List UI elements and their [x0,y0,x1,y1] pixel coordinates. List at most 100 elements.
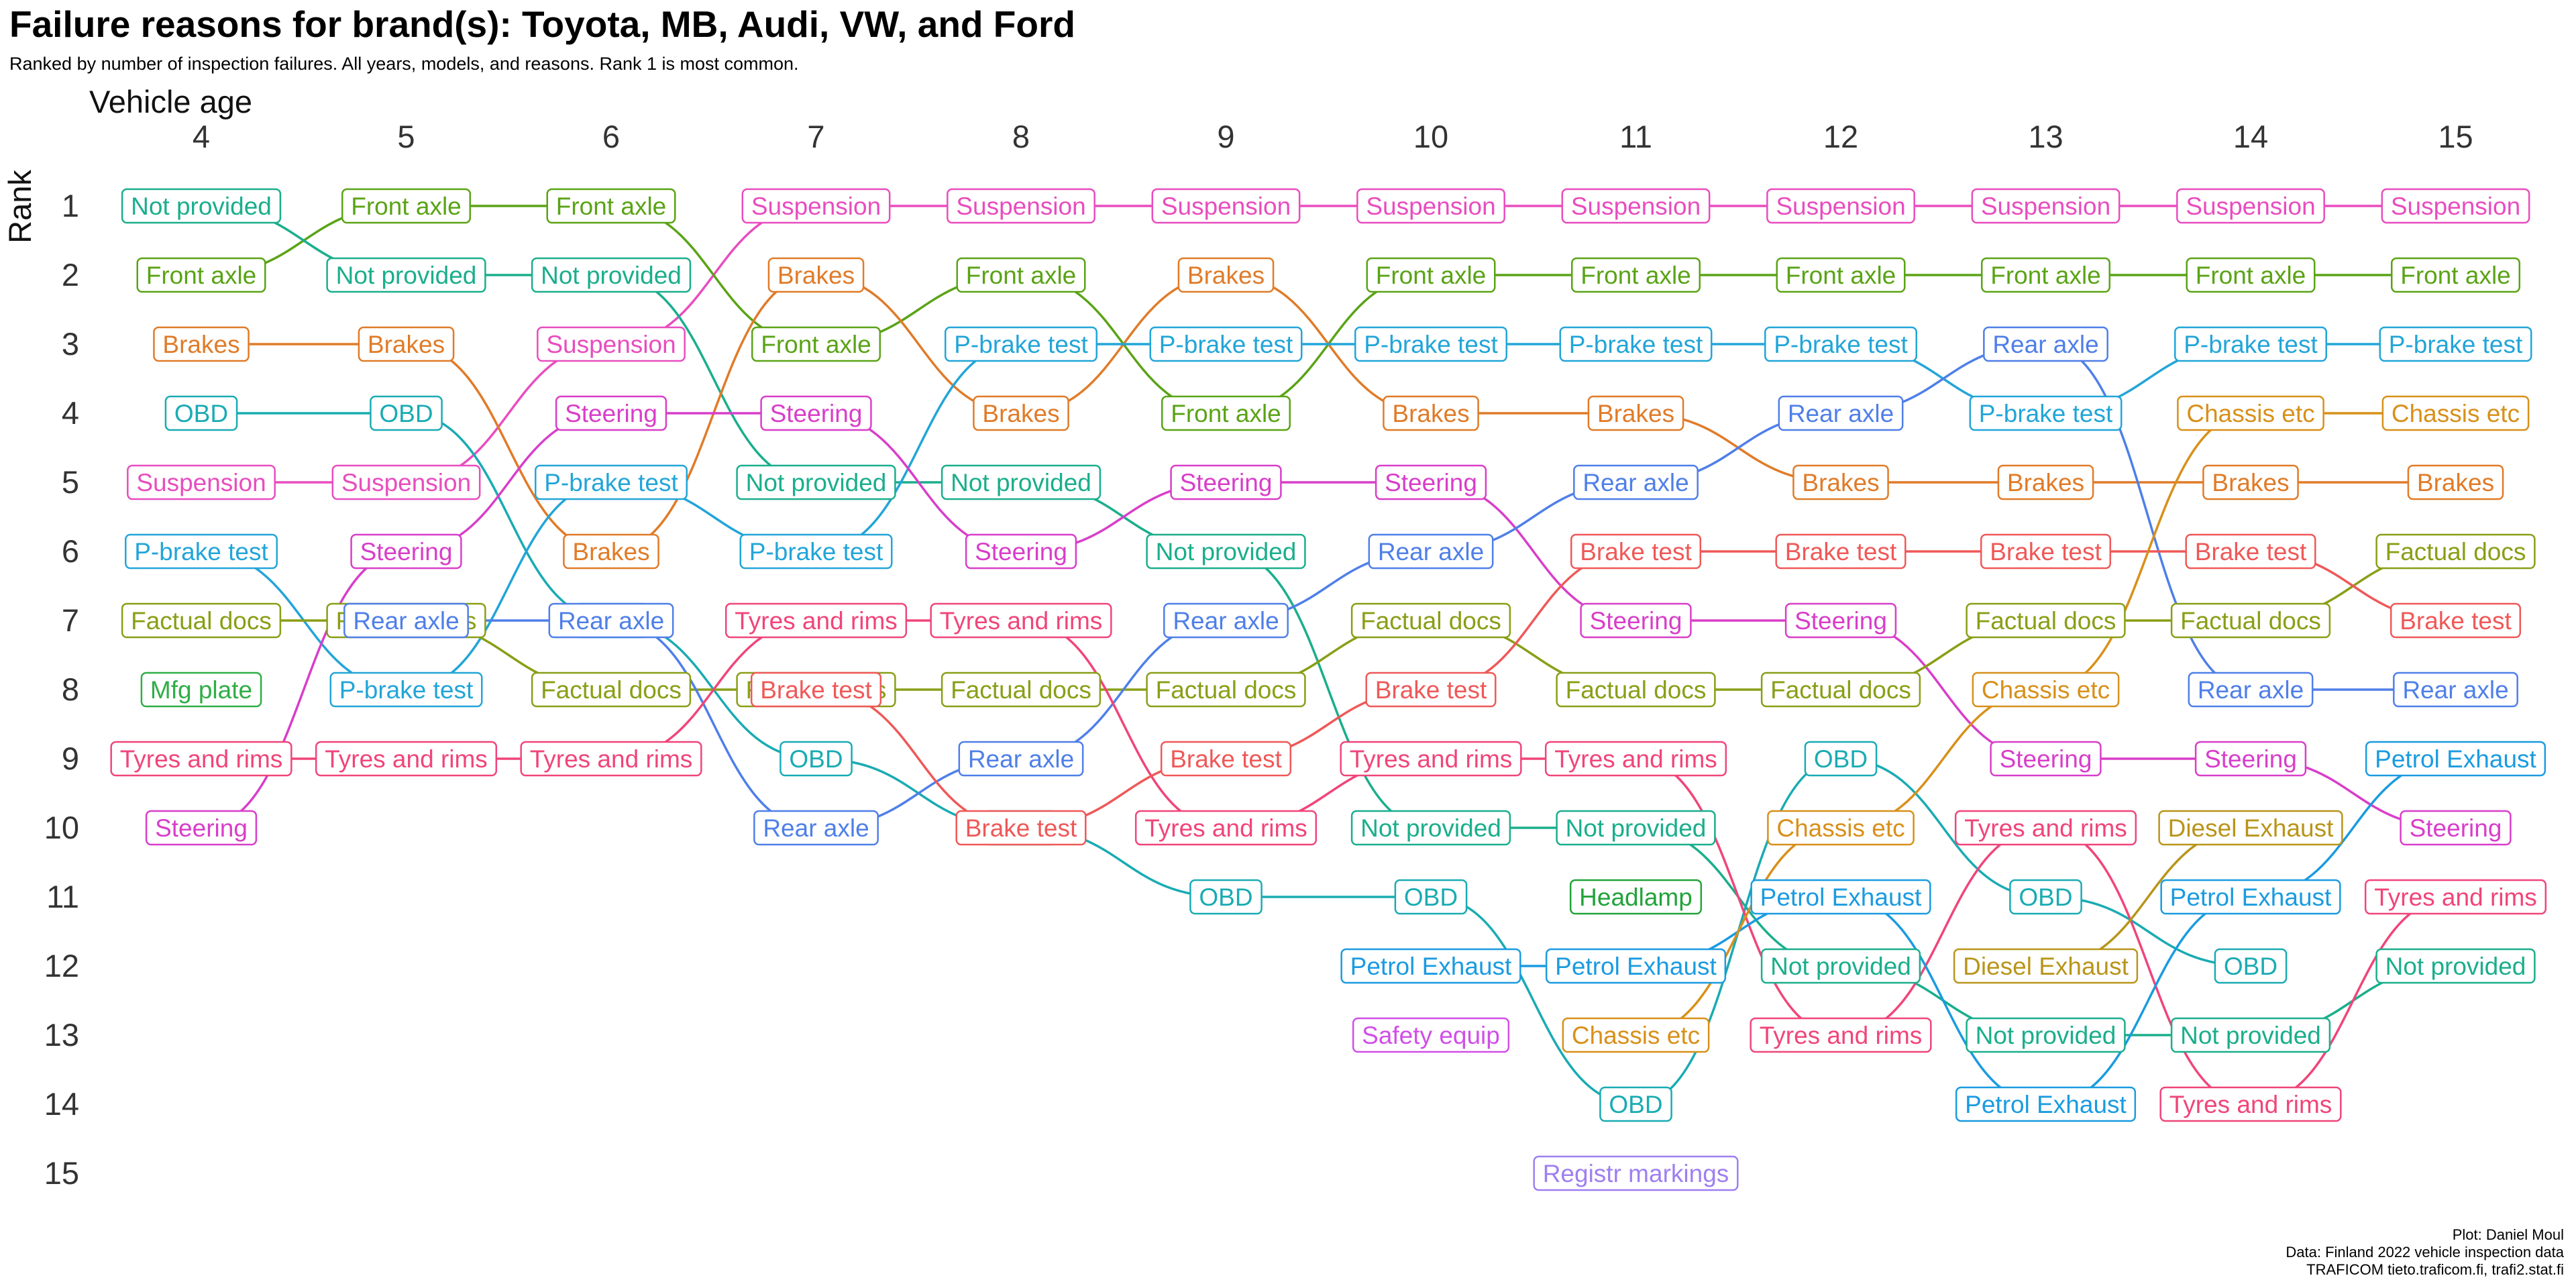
svg-text:OBD: OBD [379,400,433,427]
point-label: Tyres and rims [2159,1086,2342,1122]
x-tick-label: 4 [193,119,210,154]
point-label: P-brake test [329,672,483,708]
chart-subtitle: Ranked by number of inspection failures.… [9,54,799,74]
svg-text:Steering: Steering [770,400,863,427]
point-label: Brake test [1980,533,2112,570]
point-label: P-brake test [1764,326,1917,362]
svg-text:Brakes: Brakes [162,331,239,358]
point-label: Front axle [2390,257,2521,293]
svg-text:Tyres and rims: Tyres and rims [325,745,488,773]
point-label: Steering [965,533,1077,570]
svg-text:Mfg plate: Mfg plate [150,676,252,704]
svg-text:Diesel Exhaust: Diesel Exhaust [2168,814,2334,842]
svg-text:Brake test: Brake test [760,676,872,704]
point-label: Steering [760,395,872,431]
svg-text:Steering: Steering [155,814,248,842]
caption: Plot: Daniel Moul Data: Finland 2022 veh… [2286,1226,2564,1279]
point-label: Tyres and rims [1340,741,1522,777]
svg-text:Not provided: Not provided [1360,814,1501,842]
point-label: Not provided [531,257,692,293]
svg-text:Suspension: Suspension [1776,193,1905,220]
svg-text:Rear axle: Rear axle [1582,469,1688,496]
svg-text:Tyres and rims: Tyres and rims [1144,814,1307,842]
svg-text:Safety equip: Safety equip [1362,1022,1500,1049]
point-label: Brakes [767,257,865,293]
point-label: Rear axle [343,602,469,639]
point-label: Factual docs [121,602,282,639]
svg-text:Steering: Steering [2000,745,2092,773]
y-tick-label: 1 [62,188,79,223]
point-label: OBD [370,395,443,431]
svg-text:Front axle: Front axle [2196,262,2306,289]
svg-text:OBD: OBD [789,745,843,773]
svg-text:Brake test: Brake test [1170,745,1282,773]
svg-text:Steering: Steering [975,538,1067,566]
point-label: Tyres and rims [1954,810,2137,846]
point-label: Brakes [1997,464,2094,500]
point-label: Tyres and rims [930,602,1112,639]
point-label: OBD [1599,1086,1672,1122]
svg-text:Suspension: Suspension [1161,193,1291,220]
svg-text:Petrol Exhaust: Petrol Exhaust [1555,953,1717,980]
svg-text:Chassis etc: Chassis etc [2392,400,2520,427]
svg-text:Tyres and rims: Tyres and rims [1554,745,1717,773]
point-label: Factual docs [1556,672,1716,708]
y-tick-label: 8 [62,672,79,707]
point-label: Brakes [1383,395,1479,431]
svg-text:Factual docs: Factual docs [2385,538,2526,566]
chart-title: Failure reasons for brand(s): Toyota, MB… [9,3,1075,45]
svg-text:Rear axle: Rear axle [1173,607,1279,635]
point-label: Brakes [973,395,1069,431]
point-label: Suspension [741,188,891,224]
x-tick-label: 11 [1619,119,1652,154]
point-label: Front axle [751,326,881,362]
x-tick-label: 7 [807,119,824,154]
svg-text:Tyres and rims: Tyres and rims [2374,883,2537,911]
point-label: Front axle [1776,257,1906,293]
svg-text:Suspension: Suspension [546,331,676,358]
point-label: Steering [1170,464,1282,500]
point-label: Rear axle [958,741,1084,777]
point-label: Petrol Exhaust [1955,1086,2137,1122]
svg-text:Rear axle: Rear axle [1378,538,1484,566]
svg-text:Front axle: Front axle [1171,400,1281,427]
svg-text:Chassis etc: Chassis etc [1572,1022,1700,1049]
point-label: P-brake test [1354,326,1507,362]
point-label: Not provided [326,257,486,293]
point-label: Petrol Exhaust [2365,741,2546,777]
point-label: Petrol Exhaust [1340,948,1521,984]
point-label: Brake test [1570,533,1702,570]
point-label: Steering [1580,602,1692,639]
svg-text:Brake test: Brake test [1375,676,1487,704]
svg-text:Front axle: Front axle [1580,262,1691,289]
point-label: Suspension [1151,188,1301,224]
svg-text:Factual docs: Factual docs [131,607,272,635]
point-label: Not provided [1146,533,1306,570]
svg-text:Rear axle: Rear axle [353,607,459,635]
svg-text:Suspension: Suspension [2186,193,2315,220]
svg-text:Brakes: Brakes [2212,469,2289,496]
svg-text:Brakes: Brakes [368,331,445,358]
svg-text:Chassis etc: Chassis etc [2186,400,2314,427]
svg-text:Brakes: Brakes [777,262,855,289]
y-tick-label: 5 [62,464,79,500]
x-tick-label: 12 [1823,119,1858,154]
svg-text:Tyres and rims: Tyres and rims [530,745,693,773]
point-label: Rear axle [1573,464,1699,500]
svg-text:Suspension: Suspension [2391,193,2520,220]
svg-text:OBD: OBD [1404,883,1458,911]
point-label: Petrol Exhaust [1750,879,1931,915]
y-tick-label: 13 [44,1017,79,1053]
point-label: Not provided [1556,810,1716,846]
svg-text:Brakes: Brakes [1802,469,1879,496]
svg-text:Rear axle: Rear axle [2402,676,2508,704]
svg-text:Not provided: Not provided [746,469,887,496]
point-label: Tyres and rims [2364,879,2547,915]
point-label: Rear axle [753,810,879,846]
svg-text:P-brake test: P-brake test [544,469,678,496]
x-tick-label: 15 [2438,119,2473,154]
svg-text:Brake test: Brake test [1990,538,2102,566]
svg-text:Tyres and rims: Tyres and rims [1350,745,1513,773]
point-label: Diesel Exhaust [1953,948,2139,984]
